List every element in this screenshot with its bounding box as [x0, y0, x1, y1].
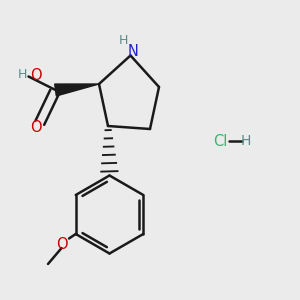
Text: Cl: Cl — [213, 134, 228, 148]
Text: H: H — [241, 134, 251, 148]
Text: O: O — [56, 237, 67, 252]
Text: H: H — [118, 34, 128, 47]
Text: N: N — [128, 44, 139, 59]
Text: O: O — [30, 120, 42, 135]
Text: O: O — [30, 68, 42, 82]
Polygon shape — [55, 84, 99, 96]
Text: H: H — [18, 68, 27, 82]
